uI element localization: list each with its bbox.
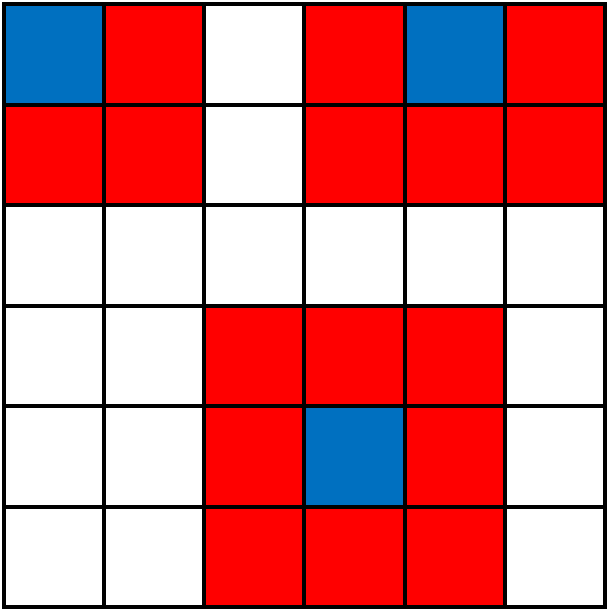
board-cell-r5-c6-white[interactable] <box>506 408 603 505</box>
board-cell-r1-c1-blue[interactable] <box>6 6 103 103</box>
board-cell-r6-c1-white[interactable] <box>6 508 103 605</box>
board-cell-r6-c5-red[interactable] <box>406 508 503 605</box>
board-cell-r1-c5-blue[interactable] <box>406 6 503 103</box>
board-cell-r5-c5-red[interactable] <box>406 408 503 505</box>
board-cell-r6-c3-red[interactable] <box>206 508 303 605</box>
board-cell-r4-c2-white[interactable] <box>106 307 203 404</box>
board-cell-r3-c2-white[interactable] <box>106 207 203 304</box>
board-cell-r5-c3-red[interactable] <box>206 408 303 505</box>
board-cell-r1-c6-red[interactable] <box>506 6 603 103</box>
board-cell-r2-c3-white[interactable] <box>206 106 303 203</box>
board-cell-r1-c3-white[interactable] <box>206 6 303 103</box>
board-cell-r3-c6-white[interactable] <box>506 207 603 304</box>
board-cell-r4-c5-red[interactable] <box>406 307 503 404</box>
board-cell-r3-c4-white[interactable] <box>306 207 403 304</box>
board-cell-r4-c6-white[interactable] <box>506 307 603 404</box>
board-cell-r6-c4-red[interactable] <box>306 508 403 605</box>
board-cell-r3-c1-white[interactable] <box>6 207 103 304</box>
board-cell-r2-c6-red[interactable] <box>506 106 603 203</box>
board-cell-r4-c4-red[interactable] <box>306 307 403 404</box>
board-cell-r2-c1-red[interactable] <box>6 106 103 203</box>
board-cell-r4-c3-red[interactable] <box>206 307 303 404</box>
board-cell-r6-c2-white[interactable] <box>106 508 203 605</box>
board-cell-r1-c2-red[interactable] <box>106 6 203 103</box>
board-cell-r2-c5-red[interactable] <box>406 106 503 203</box>
board-cell-r6-c6-white[interactable] <box>506 508 603 605</box>
board-cell-r5-c1-white[interactable] <box>6 408 103 505</box>
board-cell-r3-c5-white[interactable] <box>406 207 503 304</box>
board-cell-r4-c1-white[interactable] <box>6 307 103 404</box>
board-cell-r2-c4-red[interactable] <box>306 106 403 203</box>
board-cell-r5-c2-white[interactable] <box>106 408 203 505</box>
board-cell-r3-c3-white[interactable] <box>206 207 303 304</box>
board-cell-r2-c2-red[interactable] <box>106 106 203 203</box>
board-cell-r1-c4-red[interactable] <box>306 6 403 103</box>
board-cell-r5-c4-blue[interactable] <box>306 408 403 505</box>
